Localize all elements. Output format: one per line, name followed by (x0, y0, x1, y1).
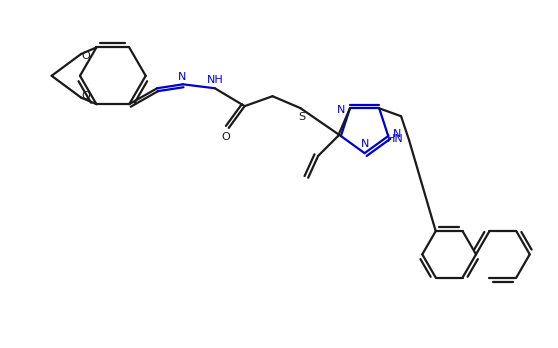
Text: S: S (298, 112, 305, 122)
Text: N: N (393, 129, 401, 139)
Text: O: O (81, 51, 90, 61)
Text: HN: HN (387, 134, 403, 144)
Text: N: N (337, 105, 345, 115)
Text: O: O (81, 90, 90, 101)
Text: N: N (360, 139, 369, 149)
Text: O: O (222, 132, 230, 142)
Text: NH: NH (206, 75, 223, 85)
Text: N: N (178, 72, 186, 82)
